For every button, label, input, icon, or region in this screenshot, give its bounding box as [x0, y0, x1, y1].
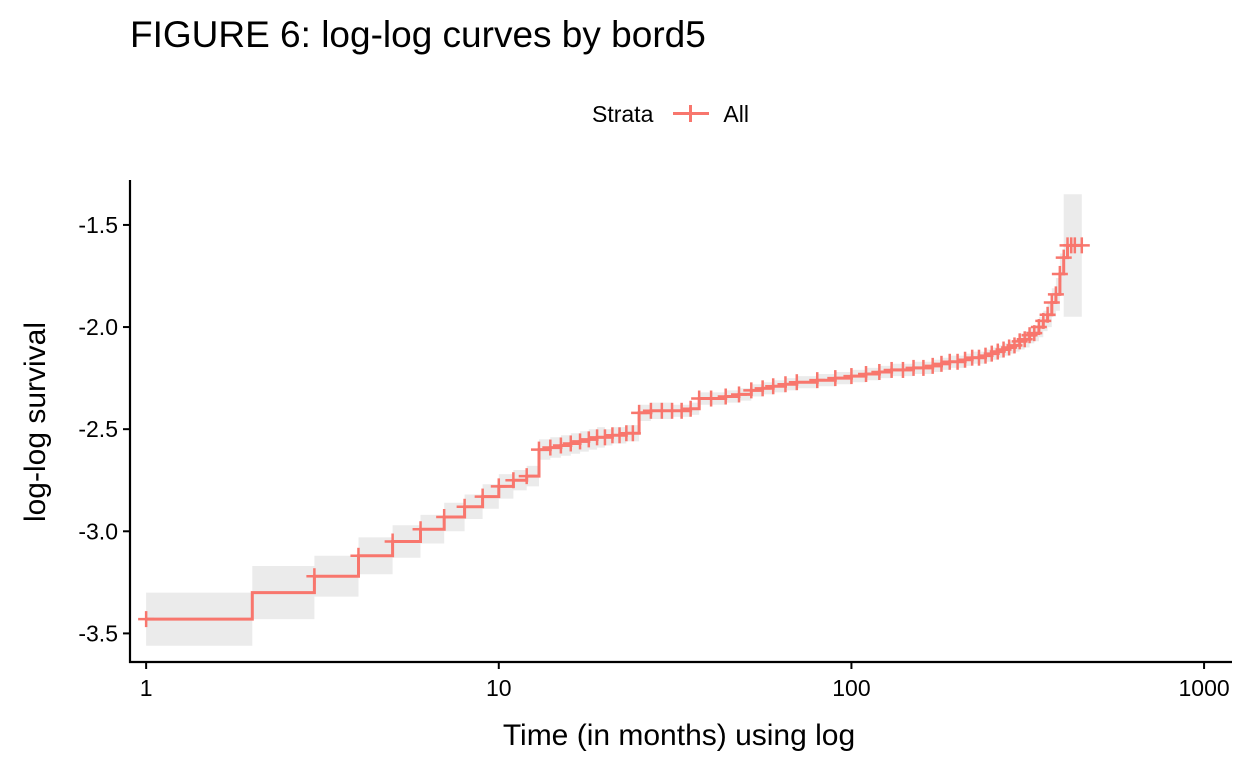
y-tick-label: -3.5	[78, 620, 118, 646]
censor-mark	[490, 478, 507, 495]
y-tick-label: -1.5	[78, 212, 118, 238]
y-axis-title: log-log survival	[19, 322, 52, 522]
censor-mark	[703, 390, 720, 407]
censor-mark	[456, 498, 473, 515]
censor-mark	[731, 386, 748, 403]
censor-mark	[580, 431, 597, 448]
censor-mark	[743, 382, 760, 399]
censor-mark	[474, 488, 491, 505]
confidence-band-layer	[146, 194, 1082, 646]
y-tick-label: -3.0	[78, 518, 118, 544]
y-tick-label: -2.5	[78, 416, 118, 442]
censor-mark	[631, 404, 648, 421]
censor-mark	[754, 380, 771, 397]
axes-layer: 1 10 100 1000 -3.5 -3.0 -2.5 -2.0 -1.5	[78, 180, 1232, 701]
legend-key-censor-mark	[689, 105, 693, 122]
censor-mark	[827, 370, 844, 387]
x-tick-label: 1	[140, 675, 153, 701]
censor-mark	[384, 533, 401, 550]
censor-mark	[1047, 286, 1064, 303]
x-axis-title: Time (in months) using log	[503, 719, 855, 752]
censor-marks-layer	[138, 237, 1090, 628]
censor-mark	[717, 388, 734, 405]
x-tick-label: 100	[832, 675, 870, 701]
legend-label-all: All	[723, 100, 749, 127]
censor-mark	[572, 433, 589, 450]
censor-mark	[552, 437, 569, 454]
censor-mark	[624, 425, 641, 442]
censor-mark	[1055, 249, 1072, 266]
x-tick-label: 1000	[1178, 675, 1229, 701]
y-tick-label: -2.0	[78, 314, 118, 340]
x-tick-label: 10	[486, 675, 512, 701]
censor-mark	[949, 353, 966, 370]
legend-title: Strata	[592, 100, 654, 127]
censor-mark	[777, 376, 794, 393]
censor-mark	[915, 359, 932, 376]
censor-mark	[871, 363, 888, 380]
censor-mark	[682, 400, 699, 417]
censor-mark	[957, 351, 974, 368]
legend: Strata All	[592, 100, 749, 128]
censor-mark	[1073, 237, 1090, 254]
censor-mark	[412, 521, 429, 538]
censor-mark	[933, 355, 950, 372]
chart-title: FIGURE 6: log-log curves by bord5	[130, 14, 706, 55]
censor-mark	[858, 366, 875, 383]
censor-mark	[530, 441, 547, 458]
censor-mark	[924, 357, 941, 374]
censor-mark	[138, 611, 155, 628]
censor-mark	[505, 472, 522, 489]
censor-mark	[306, 568, 323, 585]
censor-mark	[809, 372, 826, 389]
censor-mark	[894, 361, 911, 378]
censor-mark	[673, 402, 690, 419]
censor-mark	[350, 547, 367, 564]
censor-mark	[1051, 265, 1068, 282]
censor-mark	[765, 378, 782, 395]
censor-mark	[596, 429, 613, 446]
censor-mark	[562, 435, 579, 452]
censor-mark	[788, 374, 805, 391]
censor-mark	[518, 468, 535, 485]
legend-key-all	[669, 100, 713, 128]
censor-mark	[843, 368, 860, 385]
confidence-band	[146, 194, 1082, 646]
censor-mark	[1039, 306, 1056, 323]
censor-mark	[542, 439, 559, 456]
censor-mark	[436, 508, 453, 525]
censor-mark	[1043, 294, 1060, 311]
censor-mark	[611, 427, 628, 444]
